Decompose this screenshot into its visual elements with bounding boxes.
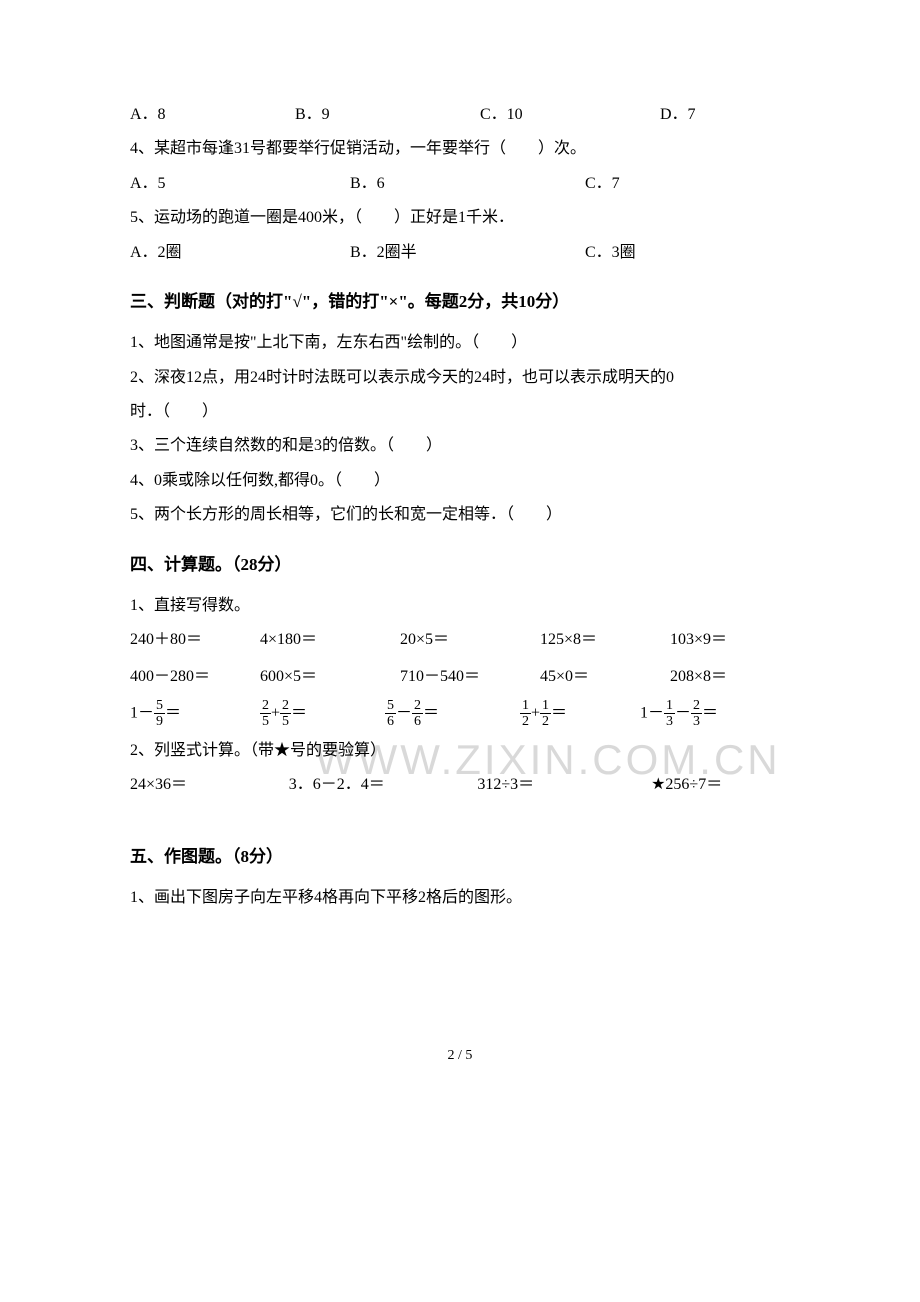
frac5-op: － [675, 705, 691, 722]
s3-q5: 5、两个长方形的周长相等，它们的长和宽一定相等．（ ） [130, 500, 790, 530]
s3-q3: 3、三个连续自然数的和是3的倍数。（ ） [130, 431, 790, 461]
vert-c2: 3．6－2．4＝ [289, 770, 478, 800]
vert-c1: 24×36＝ [130, 770, 289, 800]
s3-q2b: 时．（ ） [130, 397, 790, 427]
frac1-prefix: 1－ [130, 705, 154, 722]
frac-expr-3: 56－26＝ [385, 698, 520, 730]
frac2b-den: 5 [280, 714, 291, 729]
frac2a-den: 5 [260, 714, 271, 729]
q5-option-c: C．3圈 [585, 238, 735, 268]
frac5a-den: 3 [664, 714, 675, 729]
frac2a: 25 [260, 698, 271, 730]
frac2-op: + [271, 705, 280, 722]
calc-r2-c3: 710－540＝ [400, 662, 540, 692]
frac4-op: + [531, 705, 540, 722]
q5-text: 5、运动场的跑道一圈是400米，（ ）正好是1千米． [130, 203, 790, 233]
vert-c4: ★256÷7＝ [651, 770, 790, 800]
page-content: WWW.ZIXIN.COM.CN A．8 B．9 C．10 D．7 4、某超市每… [130, 100, 790, 1070]
frac2a-num: 2 [260, 698, 271, 714]
calc-row-1: 240＋80＝ 4×180＝ 20×5＝ 125×8＝ 103×9＝ [130, 625, 790, 655]
section5-title: 五、作图题。（8分） [130, 841, 790, 873]
calc-r1-c3: 20×5＝ [400, 625, 540, 655]
vertical-calc-row: 24×36＝ 3．6－2．4＝ 312÷3＝ ★256÷7＝ [130, 770, 790, 800]
calc-r1-c5: 103×9＝ [670, 625, 780, 655]
s4-sub1: 1、直接写得数。 [130, 591, 790, 621]
q3-options-row: A．8 B．9 C．10 D．7 [130, 100, 790, 130]
frac-expr-5: 1－13－23＝ [640, 698, 780, 730]
frac4a: 12 [520, 698, 531, 730]
frac2-suffix: ＝ [291, 705, 307, 722]
frac4a-num: 1 [520, 698, 531, 714]
s3-q2a: 2、深夜12点，用24时计时法既可以表示成今天的24时，也可以表示成明天的0 [130, 363, 790, 393]
frac3a-den: 6 [385, 714, 396, 729]
s4-sub2: 2、列竖式计算。（带★号的要验算） [130, 736, 790, 766]
frac2b-num: 2 [280, 698, 291, 714]
q4-options-row: A．5 B．6 C．7 [130, 169, 790, 199]
s3-q1: 1、地图通常是按"上北下南，左东右西"绘制的。（ ） [130, 328, 790, 358]
section3-title: 三、判断题（对的打"√"，错的打"×"。每题2分，共10分） [130, 286, 790, 318]
frac1-den: 9 [154, 714, 165, 729]
frac4-suffix: ＝ [551, 705, 567, 722]
q4-option-a: A．5 [130, 169, 350, 199]
frac3b-num: 2 [412, 698, 423, 714]
q3-option-d: D．7 [660, 100, 780, 130]
frac4b-den: 2 [540, 714, 551, 729]
q4-text: 4、某超市每逢31号都要举行促销活动，一年要举行（ ）次。 [130, 134, 790, 164]
calc-r1-c2: 4×180＝ [260, 625, 400, 655]
q5-option-b: B．2圈半 [350, 238, 585, 268]
frac3b-den: 6 [412, 714, 423, 729]
page-footer: 2 / 5 [130, 1043, 790, 1070]
s5-q1: 1、画出下图房子向左平移4格再向下平移2格后的图形。 [130, 883, 790, 913]
frac1: 59 [154, 698, 165, 730]
frac3-op: － [396, 705, 412, 722]
frac4a-den: 2 [520, 714, 531, 729]
q3-option-b: B．9 [295, 100, 480, 130]
frac-row: 1－59＝ 25+25＝ 56－26＝ 12+12＝ 1－13－23＝ [130, 698, 790, 730]
q4-option-c: C．7 [585, 169, 735, 199]
frac3-suffix: ＝ [423, 705, 439, 722]
frac-expr-1: 1－59＝ [130, 698, 260, 730]
vert-c3: 312÷3＝ [477, 770, 651, 800]
q5-options-row: A．2圈 B．2圈半 C．3圈 [130, 238, 790, 268]
frac5a-num: 1 [664, 698, 675, 714]
frac5-prefix: 1－ [640, 705, 664, 722]
calc-r2-c5: 208×8＝ [670, 662, 780, 692]
calc-row-2: 400－280＝ 600×5＝ 710－540＝ 45×0＝ 208×8＝ [130, 662, 790, 692]
frac5b-num: 2 [691, 698, 702, 714]
s3-q4: 4、0乘或除以任何数,都得0。（ ） [130, 466, 790, 496]
frac-expr-2: 25+25＝ [260, 698, 385, 730]
frac4b-num: 1 [540, 698, 551, 714]
q3-option-a: A．8 [130, 100, 295, 130]
q5-option-a: A．2圈 [130, 238, 350, 268]
frac3a: 56 [385, 698, 396, 730]
frac2b: 25 [280, 698, 291, 730]
calc-r1-c1: 240＋80＝ [130, 625, 260, 655]
frac4b: 12 [540, 698, 551, 730]
frac1-suffix: ＝ [165, 705, 181, 722]
calc-r2-c1: 400－280＝ [130, 662, 260, 692]
frac5-suffix: ＝ [702, 705, 718, 722]
frac5b: 23 [691, 698, 702, 730]
frac5b-den: 3 [691, 714, 702, 729]
frac1-num: 5 [154, 698, 165, 714]
frac-expr-4: 12+12＝ [520, 698, 640, 730]
frac5a: 13 [664, 698, 675, 730]
calc-r2-c2: 600×5＝ [260, 662, 400, 692]
calc-r1-c4: 125×8＝ [540, 625, 670, 655]
q4-option-b: B．6 [350, 169, 585, 199]
frac3b: 26 [412, 698, 423, 730]
q3-option-c: C．10 [480, 100, 660, 130]
frac3a-num: 5 [385, 698, 396, 714]
section4-title: 四、计算题。（28分） [130, 549, 790, 581]
calc-r2-c4: 45×0＝ [540, 662, 670, 692]
